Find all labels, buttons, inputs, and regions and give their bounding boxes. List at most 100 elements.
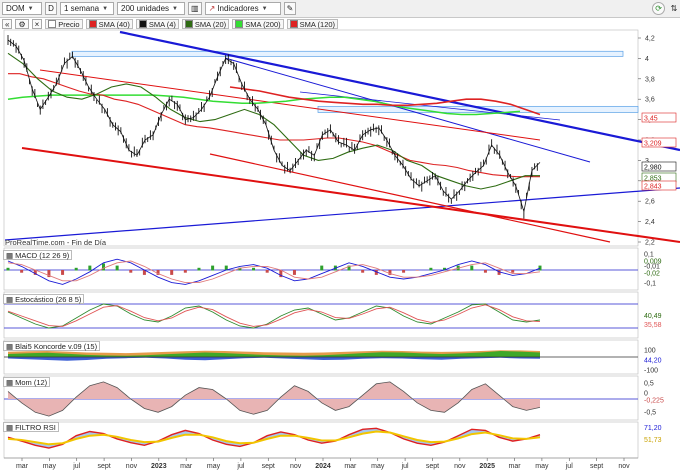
macd-histogram-bar (265, 270, 269, 273)
bar-chart-type-button[interactable]: ▥ (188, 2, 202, 15)
settings-button[interactable]: ⚙ (15, 19, 29, 29)
trend-line (21, 147, 680, 243)
price-label-box (641, 112, 677, 123)
rsi-axis-label: 71,20 (644, 425, 662, 432)
toolbar-arrow-button[interactable]: ⇅ (668, 2, 680, 15)
panel-frame (3, 421, 639, 459)
chevron-down-icon: ▼ (261, 5, 268, 12)
main-legend: « ⚙ × Precio SMA (40) SMA (4) SMA (20) S… (2, 19, 339, 29)
indicators-button[interactable]: ↗ Indicadores ▼ (204, 2, 281, 15)
macd-axis-label: 0,1 (644, 252, 654, 259)
close-panel-button[interactable]: × (31, 19, 43, 29)
legend-swatch (184, 20, 193, 28)
macd-histogram-bar (524, 270, 528, 271)
price-label: 3,209 (644, 141, 662, 148)
panel-title-rsi[interactable]: ▦ FILTRO RSI (3, 422, 59, 432)
macd-line (7, 258, 541, 285)
panel-frame (3, 247, 639, 291)
settings-mini-icon: ▦ (6, 341, 14, 351)
macd-histogram-bar (511, 270, 515, 273)
macd-histogram-bar (88, 265, 92, 271)
rsi-line (7, 427, 541, 449)
x-tick-label: nov (126, 463, 138, 470)
timeframe-label: 1 semana (64, 4, 100, 13)
trend-line (119, 30, 680, 152)
macd-histogram-bar (129, 270, 133, 273)
rsi-axis-label: 51,73 (644, 437, 662, 444)
panel-title-mom[interactable]: ▦ Mom (12) (3, 377, 51, 387)
legend-swatch (235, 20, 244, 28)
settings-mini-icon: ▦ (6, 377, 14, 387)
legend-swatch (138, 20, 147, 28)
y-tick-label: 3,6 (645, 97, 655, 104)
macd-histogram-bar (429, 267, 433, 271)
macd-histogram-bar (415, 270, 419, 271)
price-label: 2,843 (644, 184, 662, 191)
x-tick-label: sept (426, 463, 439, 470)
bar-chart-icon: ▥ (191, 4, 199, 13)
collapse-button[interactable]: « (2, 19, 13, 29)
macd-histogram-bar (74, 267, 78, 271)
indicators-label: Indicadores (217, 4, 259, 13)
x-tick-label: 2024 (315, 463, 331, 470)
gear-icon: ⚙ (18, 19, 26, 29)
panel-title-text: Estocástico (26 8 5) (15, 294, 82, 304)
stoch-axis-label: 40,49 (644, 313, 662, 320)
resistance-box (71, 50, 624, 57)
y-tick-label: 2,8 (645, 178, 655, 185)
macd-histogram-bar (6, 267, 10, 271)
macd-histogram-bar (443, 267, 447, 271)
x-tick-label: sept (590, 463, 603, 470)
y-tick-label: 4,2 (645, 36, 655, 43)
symbol-selector[interactable]: DOM ▼ (2, 2, 42, 15)
x-tick-label: nov (454, 463, 466, 470)
legend-item-precio[interactable]: Precio (45, 19, 83, 29)
x-tick-label: mar (180, 463, 193, 470)
legend-item-sma120[interactable]: SMA (120) (286, 19, 339, 29)
refresh-button[interactable]: ⟳ (652, 2, 665, 15)
x-tick-label: jul (401, 463, 409, 470)
koncorde-axis-label: 100 (644, 348, 656, 355)
panel-title-text: MACD (12 26 9) (15, 250, 70, 260)
panel-title-macd[interactable]: ▦ MACD (12 26 9) (3, 250, 73, 260)
macd-signal-line (7, 260, 541, 284)
sma40-line (8, 73, 540, 178)
macd-axis-label: 0,009 (644, 259, 662, 266)
d-button[interactable]: D (45, 2, 57, 15)
macd-histogram-bar (33, 270, 37, 275)
mom-axis-label: 0 (644, 391, 648, 398)
macd-histogram-bar (252, 267, 256, 271)
sma120-line (229, 86, 541, 116)
macd-axis-label: -0,1 (644, 281, 656, 288)
mom-axis-label: 0,5 (644, 381, 654, 388)
timeframe-selector[interactable]: 1 semana ▼ (60, 2, 114, 15)
panel-title-text: Mom (12) (15, 377, 48, 387)
price-label-box (641, 180, 677, 191)
legend-item-sma20[interactable]: SMA (20) (181, 19, 230, 29)
x-tick-label: nov (290, 463, 302, 470)
mom-axis-label: -0,5 (644, 410, 656, 417)
sma4-line (7, 39, 541, 212)
refresh-icon: ⟳ (655, 4, 662, 13)
panel-title-stoch[interactable]: ▦ Estocástico (26 8 5) (3, 294, 85, 304)
sma20-line (7, 52, 540, 190)
main-price-layer (4, 30, 680, 243)
legend-item-sma4[interactable]: SMA (4) (135, 19, 179, 29)
x-tick-label: sept (262, 463, 275, 470)
macd-histogram-bar (456, 265, 460, 271)
macd-histogram-bar (320, 265, 324, 271)
indicators-icon: ↗ (208, 4, 216, 13)
trend-line (4, 187, 680, 241)
y-tick-label: 3,4 (645, 117, 655, 124)
x-tick-label: sept (97, 463, 110, 470)
panel-title-koncorde[interactable]: ▦ Blai5 Koncorde v.09 (15) (3, 341, 101, 351)
koncorde-axis-label: 44,20 (644, 358, 662, 365)
legend-item-sma200[interactable]: SMA (200) (232, 19, 284, 29)
x-tick-label: may (371, 463, 385, 470)
y-tick-label: 2,6 (645, 199, 655, 206)
units-selector[interactable]: 200 unidades ▼ (117, 2, 185, 15)
legend-item-sma40[interactable]: SMA (40) (85, 19, 133, 29)
draw-tool-button[interactable]: ✎ (283, 2, 297, 15)
y-tick-label: 2,4 (645, 219, 655, 226)
